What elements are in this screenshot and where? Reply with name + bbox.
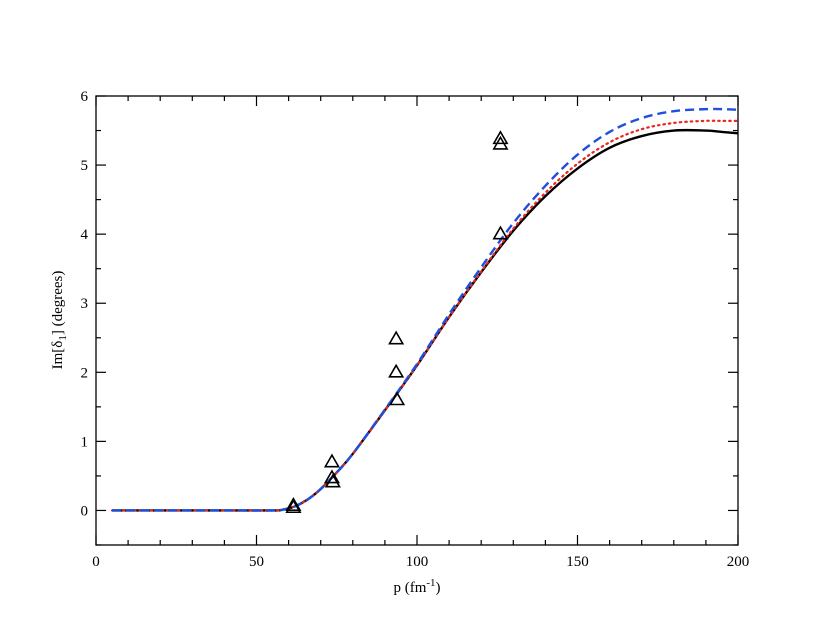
y-axis-title: Im[δ1] (degrees) [50, 271, 69, 370]
axis-ticks [95, 95, 739, 546]
y-tick-label: 5 [81, 158, 89, 174]
y-tick-label: 4 [81, 227, 89, 243]
series-line-dashed [112, 107, 739, 512]
x-axis-title: p (fm-1) [393, 577, 440, 596]
data-point-triangle [388, 363, 405, 378]
x-tick-label: 0 [92, 554, 100, 570]
x-tick-label: 50 [249, 554, 264, 570]
data-point-triangle [285, 497, 302, 511]
data-point-triangle [492, 130, 509, 145]
x-tick-label: 200 [727, 554, 750, 570]
data-point-triangle [323, 453, 340, 468]
y-tick-label: 0 [81, 503, 89, 519]
data-point-triangle [388, 330, 405, 345]
plot-frame [95, 95, 739, 546]
x-tick-label: 150 [566, 554, 589, 570]
data-point-triangle [492, 225, 509, 240]
data-point-triangle [389, 391, 406, 406]
y-tick-label: 3 [81, 296, 89, 312]
data-point-triangle [285, 499, 302, 514]
y-tick-label: 6 [81, 89, 89, 105]
points-layer [285, 130, 509, 514]
data-point-triangle [492, 135, 509, 150]
series-layer [110, 107, 740, 512]
x-tick-label: 100 [406, 554, 429, 570]
y-tick-label: 2 [81, 365, 89, 381]
tick-labels: 0 50 100 150 200 0 1 2 3 4 5 6 [81, 89, 750, 570]
series-line-dotted [110, 119, 740, 512]
y-tick-label: 1 [81, 434, 89, 450]
series-line-solid [112, 128, 739, 512]
data-point-triangle [324, 473, 341, 488]
data-point-triangle [323, 469, 340, 484]
